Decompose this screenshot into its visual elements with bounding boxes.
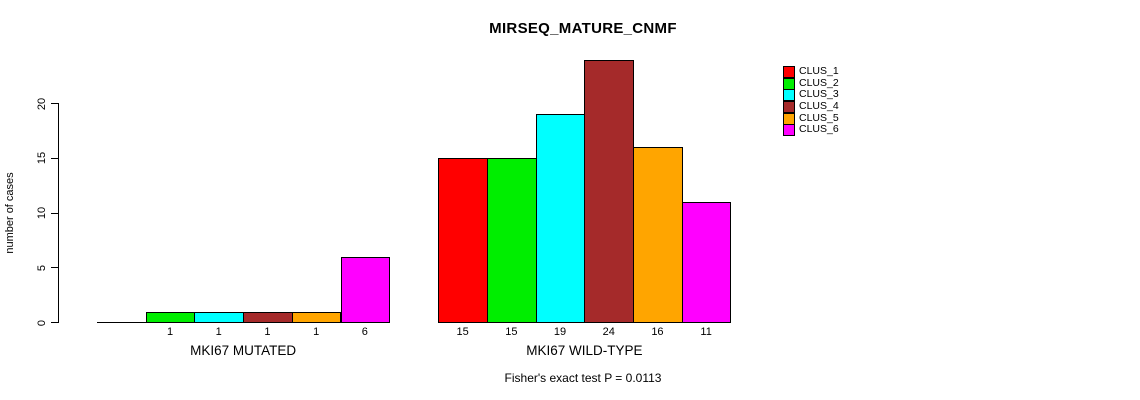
y-tick-mark bbox=[51, 212, 58, 214]
y-tick-label-text: 10 bbox=[36, 206, 48, 220]
legend-item: CLUS_3 bbox=[783, 88, 839, 102]
legend-item: CLUS_5 bbox=[783, 111, 839, 125]
y-tick-mark bbox=[51, 157, 58, 159]
x-axis-group-label-mutated: MKI67 MUTATED bbox=[190, 343, 297, 358]
bar-mutated-clus_4 bbox=[243, 311, 293, 323]
bar-wild-type-clus_5 bbox=[633, 147, 683, 323]
legend-swatch-icon bbox=[783, 112, 795, 125]
legend-item: CLUS_2 bbox=[783, 76, 839, 90]
y-tick-label-text: 5 bbox=[36, 264, 48, 271]
legend-item: CLUS_6 bbox=[783, 123, 839, 137]
bar-wild-type-clus_4 bbox=[584, 59, 635, 323]
bar-wild-type-clus_6 bbox=[681, 202, 732, 323]
y-tick-mark bbox=[51, 103, 58, 104]
legend-label: CLUS_1 bbox=[799, 65, 839, 77]
chart-title: MIRSEQ_MATURE_CNMF bbox=[489, 20, 677, 37]
bar-mutated-clus_2 bbox=[145, 311, 196, 323]
bar-count-label: 15 bbox=[505, 326, 518, 338]
legend-label: CLUS_5 bbox=[799, 111, 839, 124]
bar-count-label: 24 bbox=[602, 326, 615, 338]
bar-count-label: 1 bbox=[313, 326, 320, 338]
bar-mutated-clus_5 bbox=[291, 311, 342, 323]
legend-label: CLUS_6 bbox=[799, 123, 839, 136]
bar-wild-type-clus_1 bbox=[438, 158, 488, 323]
legend-item: CLUS_1 bbox=[783, 65, 839, 78]
y-tick-label-text: 15 bbox=[36, 152, 48, 165]
legend-label: CLUS_2 bbox=[799, 76, 839, 89]
footnote-fisher-test: Fisher's exact test P = 0.0113 bbox=[504, 371, 662, 385]
bar-wild-type-clus_3 bbox=[535, 114, 586, 323]
bar-count-label: 11 bbox=[700, 326, 712, 338]
y-tick-mark bbox=[51, 267, 58, 269]
bar-count-label: 15 bbox=[456, 326, 469, 338]
legend-label: CLUS_3 bbox=[799, 88, 839, 101]
bar-count-label: 16 bbox=[651, 326, 664, 338]
bar-count-label: 1 bbox=[215, 326, 222, 338]
legend-swatch-icon bbox=[783, 65, 795, 78]
bar-mutated-clus_3 bbox=[194, 311, 245, 323]
legend-label: CLUS_4 bbox=[799, 100, 839, 113]
x-axis-group-label-wild-type: MKI67 WILD-TYPE bbox=[526, 343, 643, 358]
legend-item: CLUS_4 bbox=[783, 100, 839, 113]
legend-swatch-icon bbox=[783, 124, 795, 137]
y-tick-label-text: 0 bbox=[36, 319, 48, 326]
legend: CLUS_1 CLUS_2 CLUS_3 CLUS_4 CLUS_5 CLUS_6 bbox=[783, 65, 839, 137]
bar-count-label: 6 bbox=[361, 326, 368, 338]
legend-swatch-icon bbox=[783, 89, 795, 102]
legend-swatch-icon bbox=[783, 77, 795, 90]
bar-wild-type-clus_2 bbox=[487, 158, 537, 323]
bar-count-label: 19 bbox=[553, 326, 567, 338]
y-axis-line bbox=[58, 103, 59, 323]
bar-count-label: 1 bbox=[166, 326, 174, 338]
bar-mutated-clus_1 bbox=[97, 322, 146, 323]
legend-swatch-icon bbox=[783, 100, 795, 113]
bar-count-label: 1 bbox=[264, 326, 271, 338]
y-tick-mark bbox=[51, 322, 58, 323]
y-tick-label-text: 20 bbox=[36, 97, 48, 110]
y-axis-title-text: number of cases bbox=[4, 172, 16, 254]
bar-mutated-clus_6 bbox=[340, 256, 391, 323]
